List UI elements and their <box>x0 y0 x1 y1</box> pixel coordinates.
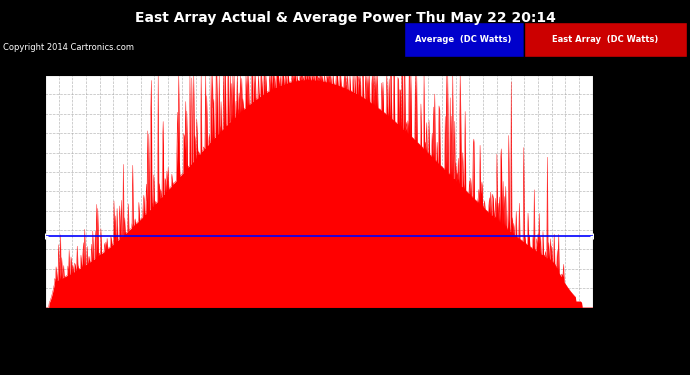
FancyBboxPatch shape <box>404 22 524 57</box>
Text: Copyright 2014 Cartronics.com: Copyright 2014 Cartronics.com <box>3 44 135 52</box>
Text: 582.20: 582.20 <box>594 221 604 251</box>
FancyBboxPatch shape <box>524 22 687 57</box>
Text: East Array Actual & Average Power Thu May 22 20:14: East Array Actual & Average Power Thu Ma… <box>135 11 555 25</box>
Text: Average  (DC Watts): Average (DC Watts) <box>415 35 512 44</box>
Text: 582.20: 582.20 <box>31 221 41 251</box>
Text: East Array  (DC Watts): East Array (DC Watts) <box>552 35 658 44</box>
